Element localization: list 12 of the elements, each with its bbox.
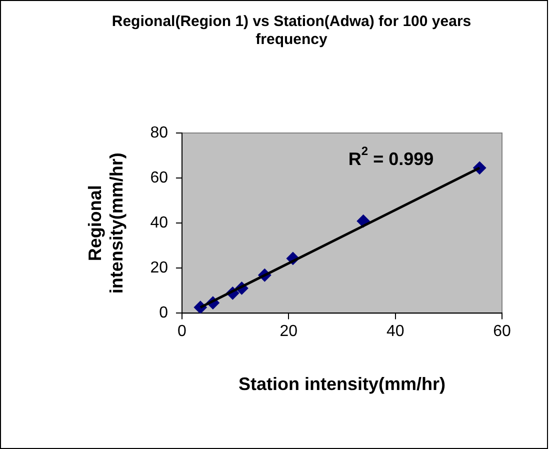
y-tick-label: 20	[150, 260, 168, 277]
x-tick-label: 60	[493, 323, 511, 340]
x-axis-title: Station intensity(mm/hr)	[238, 374, 446, 394]
y-tick-label: 40	[150, 214, 168, 232]
y-tick-label: 80	[150, 124, 168, 142]
x-tick-label: 0	[178, 323, 187, 340]
x-tick-label: 40	[386, 323, 404, 340]
x-tick-label: 20	[280, 323, 298, 340]
y-tick-label: 0	[159, 304, 168, 322]
y-tick-label: 60	[150, 169, 168, 186]
y-axis-title: Regional intensity(mm/hr)	[84, 152, 126, 294]
chart-title: Regional(Region 1) vs Station(Adwa) for 100 years frequency	[112, 13, 472, 48]
